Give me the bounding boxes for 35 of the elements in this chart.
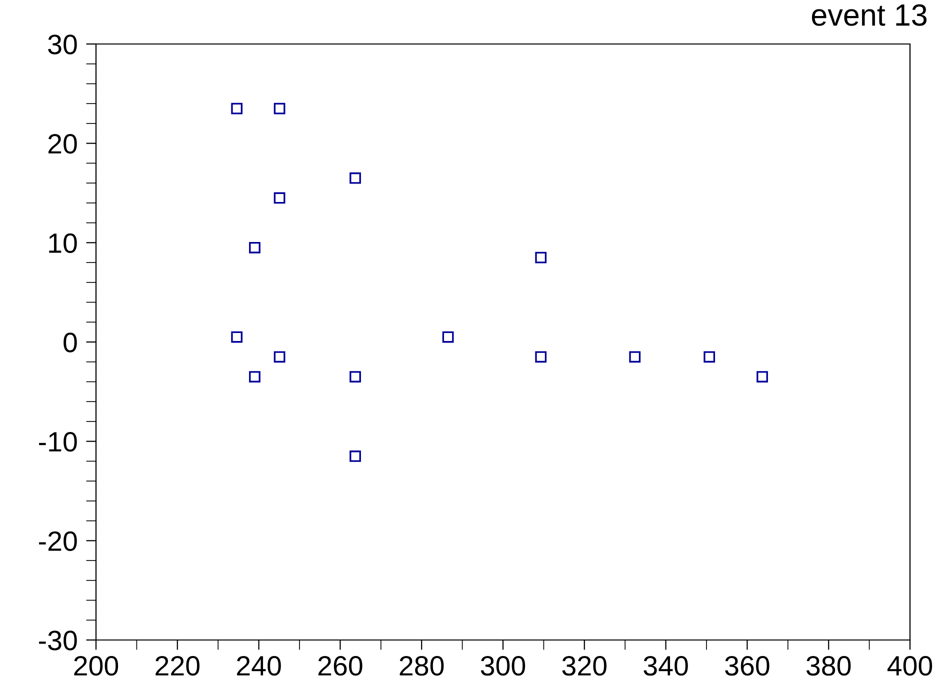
y-tick-label: -20 [39,531,77,552]
x-tick-label: 220 [156,656,200,676]
point [350,371,361,382]
point [704,351,716,363]
point [274,102,286,114]
x-tick-label: 240 [237,656,281,676]
y-tick-label: 30 [48,34,77,54]
point [274,192,286,204]
x-tick-label: 300 [480,656,526,676]
x-tick-label: 200 [74,656,118,676]
point [535,252,547,264]
y-tick-label: -30 [39,630,77,650]
point [629,351,641,363]
x-tick-label: 400 [887,656,932,676]
point [350,172,361,184]
x-tick-label: 280 [400,656,444,676]
y-tick-label: 0 [64,332,77,352]
point [249,242,260,254]
point [249,371,260,382]
x-tick-label: 340 [644,656,688,676]
point [274,351,286,363]
point [231,102,243,114]
chart-title: event 13 [812,4,927,26]
y-tick-label: -10 [39,432,77,452]
y-tick-label: 20 [48,134,77,154]
x-tick-label: 320 [562,656,606,676]
x-tick-label: 260 [318,656,362,676]
point [756,371,768,382]
point [350,450,361,462]
point [535,351,547,363]
y-tick-label: 10 [49,233,77,254]
point [231,331,243,343]
x-tick-label: 360 [725,656,770,676]
point [442,331,454,343]
x-tick-label: 380 [806,656,851,676]
